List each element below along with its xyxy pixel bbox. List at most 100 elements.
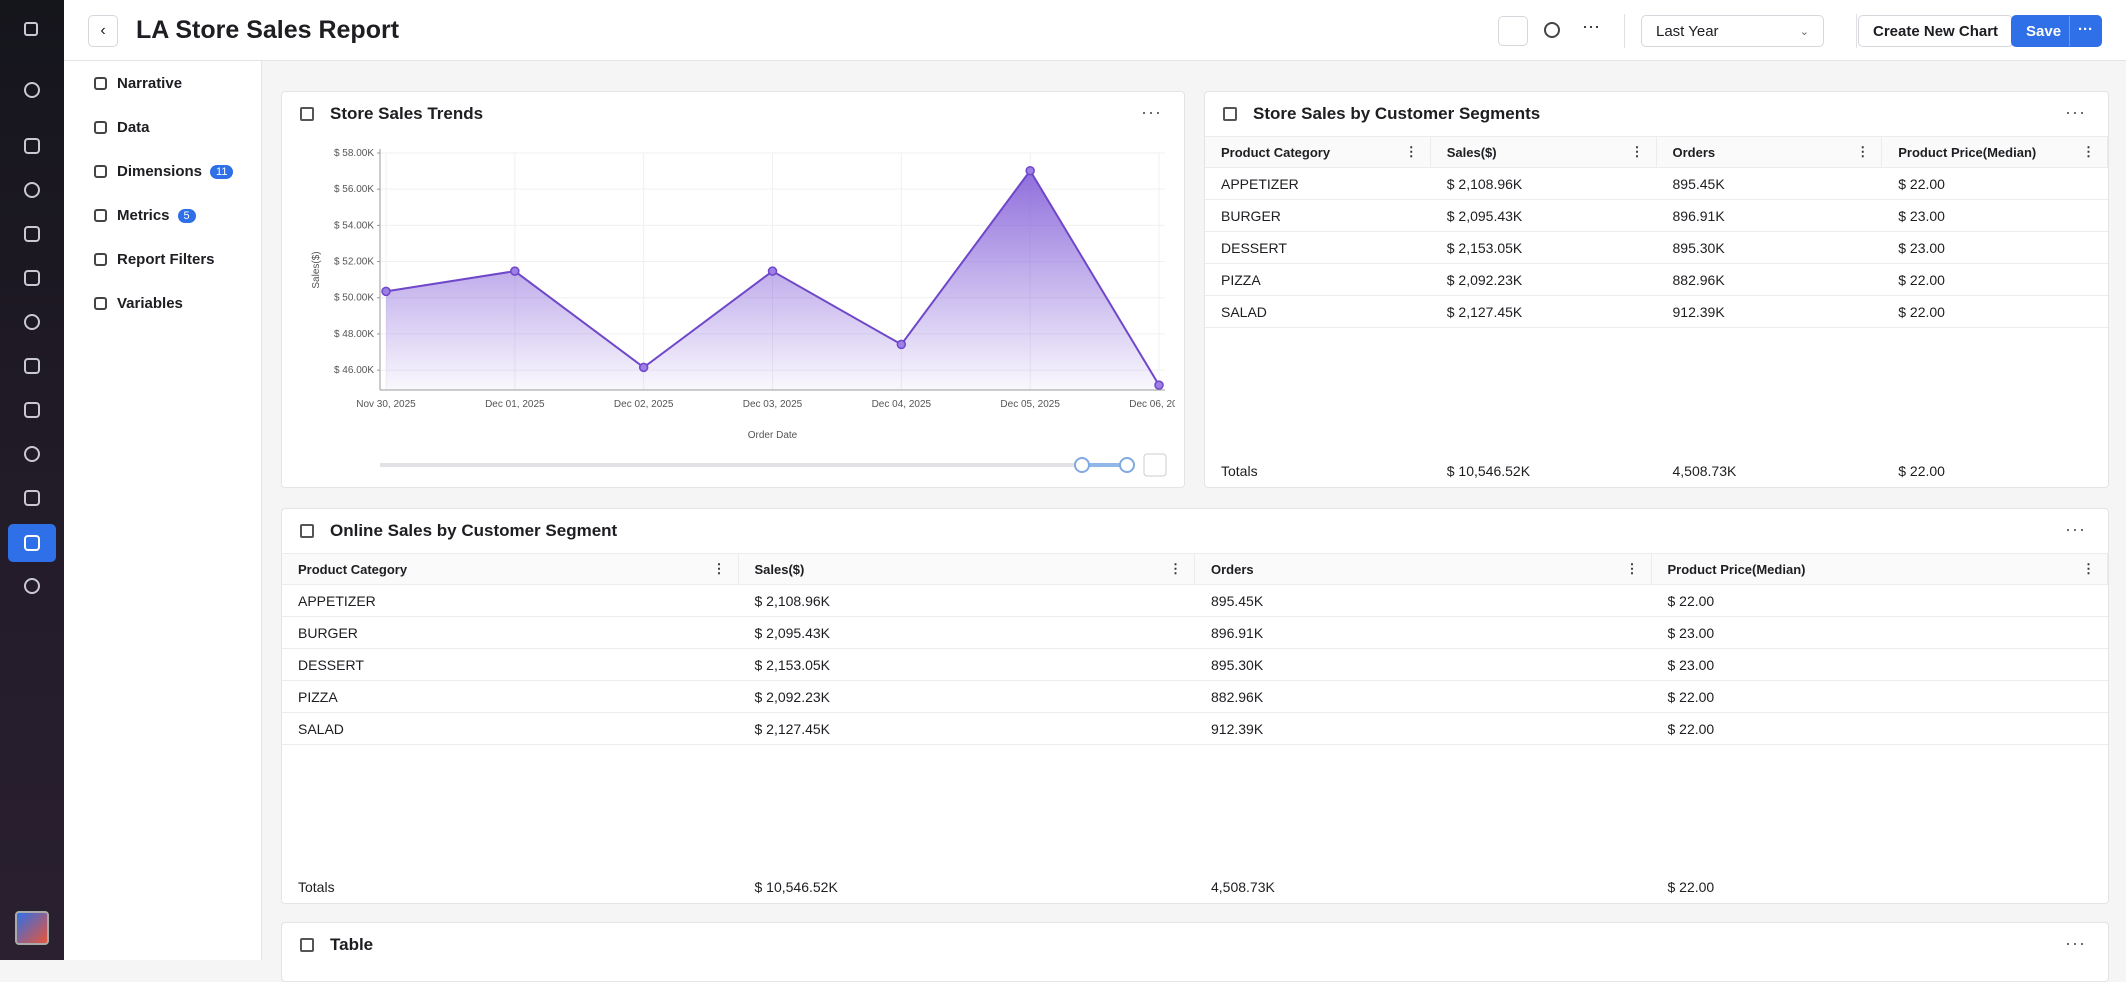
rail-icon[interactable] <box>24 402 40 418</box>
column-header[interactable]: Product Price(Median) <box>1652 554 2108 584</box>
table-row: SALAD $ 2,127.45K 912.39K $ 22.00 <box>282 713 2108 745</box>
explore-button[interactable] <box>1544 22 1560 38</box>
totals-row: Totals $ 10,546.52K 4,508.73K $ 22.00 <box>1205 455 2108 487</box>
rail-icon[interactable] <box>24 226 40 242</box>
period-select[interactable]: Last Year ⌄ <box>1641 15 1824 47</box>
more-button[interactable]: ··· <box>1582 16 1600 36</box>
table-cell: $ 2,095.43K <box>754 624 831 641</box>
report-title: LA Store Sales Report <box>136 16 400 44</box>
totals-cell: 4,508.73K <box>1672 463 1737 479</box>
top-bar: ‹ LA Store Sales Report ··· Last Year ⌄ C… <box>64 0 2126 61</box>
table-card: Store Sales by Customer Segments ··· Produ… <box>1204 91 2109 488</box>
save-label: Save <box>2026 22 2062 40</box>
card-menu[interactable]: ··· <box>2065 102 2086 122</box>
totals-cell: Totals <box>298 879 335 895</box>
nav-label: Report Filters <box>117 251 215 268</box>
rail-icon[interactable] <box>24 490 40 506</box>
rail-icon[interactable] <box>24 82 40 98</box>
column-header[interactable]: Sales($) <box>1431 137 1657 167</box>
rail-icon[interactable] <box>24 138 40 154</box>
rail-icon[interactable] <box>24 270 40 286</box>
avatar[interactable] <box>15 911 49 945</box>
table-cell: $ 23.00 <box>1667 624 1715 641</box>
back-button[interactable]: ‹ <box>88 15 118 47</box>
column-header[interactable]: Product Category <box>282 554 739 584</box>
point <box>767 266 778 276</box>
rail-icon[interactable] <box>24 314 40 330</box>
totals-cell: $ 22.00 <box>1898 463 1945 479</box>
totals-cell: 4,508.73K <box>1211 879 1275 895</box>
nav-label: Data <box>117 119 150 136</box>
totals-cell: Totals <box>1221 463 1258 479</box>
save-button[interactable]: Save ··· <box>2011 15 2102 47</box>
x-axis-title: Order Date <box>748 430 798 441</box>
rail-icon[interactable] <box>24 22 38 36</box>
table-row: SALAD $ 2,127.45K 912.39K $ 22.00 <box>1205 296 2108 328</box>
table-cell: $ 2,153.05K <box>1446 239 1523 256</box>
nav-item[interactable]: Dimensions 11 <box>94 163 234 180</box>
table-cell: BURGER <box>298 624 358 641</box>
table-icon <box>300 938 314 952</box>
column-header[interactable]: Product Price(Median) <box>1882 137 2108 167</box>
table-cell: $ 22.00 <box>1667 720 1715 737</box>
column-header[interactable]: Product Category <box>1205 137 1431 167</box>
nav-label: Dimensions <box>117 163 203 180</box>
report-sidebar: Narrative Data Dimensions 11 Metrics 5 Report … <box>64 61 262 960</box>
card-menu[interactable]: ··· <box>2065 519 2086 539</box>
point <box>1154 380 1164 390</box>
table-cell: BURGER <box>1221 207 1281 224</box>
nav-item[interactable]: Metrics 5 <box>94 207 196 224</box>
rail-active[interactable] <box>8 524 56 562</box>
reset-zoom[interactable] <box>1143 453 1167 477</box>
card-menu[interactable]: ··· <box>2065 933 2086 953</box>
table-row: BURGER $ 2,095.43K 896.91K $ 23.00 <box>1205 200 2108 232</box>
nav-icon <box>94 121 107 134</box>
table-cell: 895.30K <box>1672 239 1725 256</box>
card-title: Store Sales by Customer Segments <box>1253 104 1541 123</box>
totals-cell: $ 10,546.52K <box>754 879 838 895</box>
table-cell: $ 2,092.23K <box>754 688 831 705</box>
table-cell: 912.39K <box>1672 303 1725 320</box>
x-tick-label: Dec 05, 2025 <box>1000 399 1060 410</box>
table-cell: $ 2,095.43K <box>1446 207 1523 224</box>
table-row: DESSERT $ 2,153.05K 895.30K $ 23.00 <box>282 649 2108 681</box>
nav-item[interactable]: Report Filters <box>94 251 215 268</box>
rail-icon[interactable] <box>24 535 40 551</box>
nav-label: Variables <box>117 295 183 312</box>
table-cell: 882.96K <box>1672 271 1725 288</box>
totals-cell: $ 10,546.52K <box>1446 463 1531 479</box>
divider <box>1856 14 1857 48</box>
column-header[interactable]: Sales($) <box>739 554 1195 584</box>
y-tick-label: $ 58.00K <box>334 148 374 159</box>
range-handle[interactable] <box>1074 457 1090 473</box>
preview-button[interactable] <box>1498 16 1528 46</box>
table-row: APPETIZER $ 2,108.96K 895.45K $ 22.00 <box>282 585 2108 617</box>
table-cell: $ 2,108.96K <box>1446 175 1523 192</box>
table-icon <box>300 524 314 538</box>
rail-icon[interactable] <box>24 182 40 198</box>
divider <box>1624 14 1625 48</box>
nav-item[interactable]: Variables <box>94 295 183 312</box>
create-chart-button[interactable]: Create New Chart <box>1858 15 2014 47</box>
app-rail <box>0 0 64 960</box>
card-title: Table <box>330 935 374 954</box>
table-header: Product CategorySales($)OrdersProduct Pr… <box>1205 136 2108 168</box>
y-axis-title: Sales($) <box>311 251 322 288</box>
nav-item[interactable]: Narrative <box>94 75 182 92</box>
rail-icon[interactable] <box>24 358 40 374</box>
rail-icon[interactable] <box>24 578 40 594</box>
card-menu[interactable]: ··· <box>1141 102 1162 122</box>
x-tick-label: Dec 04, 2025 <box>872 399 932 410</box>
table-cell: 912.39K <box>1211 720 1264 737</box>
table-cell: $ 22.00 <box>1667 592 1715 609</box>
table-cell: SALAD <box>298 720 344 737</box>
nav-item[interactable]: Data <box>94 119 150 136</box>
column-header[interactable]: Orders <box>1195 554 1652 584</box>
range-handle[interactable] <box>1119 457 1135 473</box>
table-cell: $ 23.00 <box>1667 656 1715 673</box>
y-tick-label: $ 52.00K <box>334 257 374 268</box>
x-tick-label: Dec 03, 2025 <box>743 399 803 410</box>
column-header[interactable]: Orders <box>1657 137 1883 167</box>
rail-icon[interactable] <box>24 446 40 462</box>
nav-label: Narrative <box>117 75 183 92</box>
